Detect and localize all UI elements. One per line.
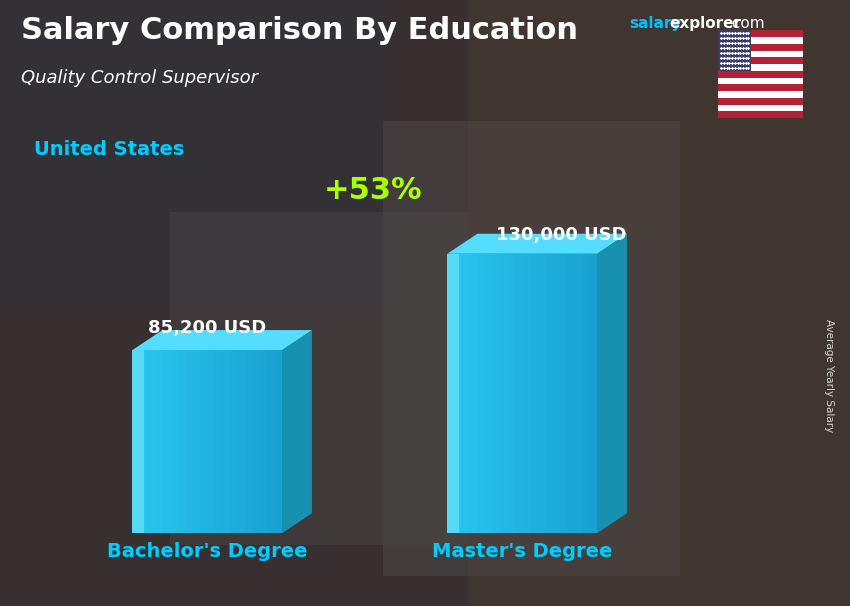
Polygon shape <box>184 350 192 533</box>
Bar <box>718 30 803 37</box>
Polygon shape <box>447 254 459 533</box>
Polygon shape <box>530 254 537 533</box>
Polygon shape <box>147 350 155 533</box>
Text: 85,200 USD: 85,200 USD <box>148 319 266 337</box>
Bar <box>718 64 803 71</box>
Bar <box>718 84 803 91</box>
Polygon shape <box>462 254 470 533</box>
Polygon shape <box>215 350 222 533</box>
Polygon shape <box>447 234 627 254</box>
Bar <box>718 44 803 50</box>
Polygon shape <box>447 254 455 533</box>
Text: +53%: +53% <box>323 176 422 205</box>
Polygon shape <box>500 254 507 533</box>
Polygon shape <box>522 254 530 533</box>
Polygon shape <box>162 350 170 533</box>
Polygon shape <box>590 254 597 533</box>
Text: Average Yearly Salary: Average Yearly Salary <box>824 319 834 432</box>
Polygon shape <box>515 254 522 533</box>
Polygon shape <box>170 350 178 533</box>
Polygon shape <box>275 350 282 533</box>
Bar <box>718 105 803 112</box>
Bar <box>718 112 803 118</box>
Polygon shape <box>230 350 237 533</box>
Polygon shape <box>559 254 567 533</box>
Text: explorer: explorer <box>670 16 742 31</box>
Polygon shape <box>178 350 184 533</box>
Polygon shape <box>245 350 252 533</box>
Bar <box>718 71 803 78</box>
Bar <box>718 78 803 84</box>
Polygon shape <box>537 254 545 533</box>
Polygon shape <box>237 350 245 533</box>
Polygon shape <box>484 254 492 533</box>
Polygon shape <box>282 330 312 533</box>
Text: 130,000 USD: 130,000 USD <box>496 226 626 244</box>
Polygon shape <box>507 254 515 533</box>
Polygon shape <box>492 254 500 533</box>
Polygon shape <box>470 254 478 533</box>
Text: Master's Degree: Master's Degree <box>432 542 612 561</box>
Polygon shape <box>252 350 259 533</box>
Polygon shape <box>582 254 590 533</box>
Polygon shape <box>597 234 627 533</box>
Polygon shape <box>133 330 312 350</box>
Polygon shape <box>133 350 144 533</box>
Polygon shape <box>200 350 207 533</box>
Bar <box>0 0 382 303</box>
Polygon shape <box>567 254 575 533</box>
Polygon shape <box>545 254 552 533</box>
Bar <box>170 212 468 545</box>
Polygon shape <box>455 254 462 533</box>
Polygon shape <box>140 350 147 533</box>
Bar <box>718 37 803 44</box>
Text: salary: salary <box>629 16 682 31</box>
Polygon shape <box>192 350 200 533</box>
Polygon shape <box>222 350 230 533</box>
Bar <box>718 50 803 58</box>
Bar <box>718 98 803 105</box>
Polygon shape <box>259 350 267 533</box>
Polygon shape <box>133 350 140 533</box>
Text: United States: United States <box>34 139 184 159</box>
Text: .com: .com <box>728 16 765 31</box>
Polygon shape <box>207 350 215 533</box>
Polygon shape <box>478 254 484 533</box>
Polygon shape <box>155 350 162 533</box>
Bar <box>718 58 803 64</box>
Polygon shape <box>267 350 275 533</box>
Bar <box>718 30 751 71</box>
Polygon shape <box>552 254 559 533</box>
Bar <box>718 91 803 98</box>
Bar <box>468 0 850 606</box>
Bar <box>382 121 680 576</box>
Text: Quality Control Supervisor: Quality Control Supervisor <box>21 69 258 87</box>
Text: Bachelor's Degree: Bachelor's Degree <box>107 542 308 561</box>
Text: Salary Comparison By Education: Salary Comparison By Education <box>21 16 578 45</box>
Polygon shape <box>575 254 582 533</box>
